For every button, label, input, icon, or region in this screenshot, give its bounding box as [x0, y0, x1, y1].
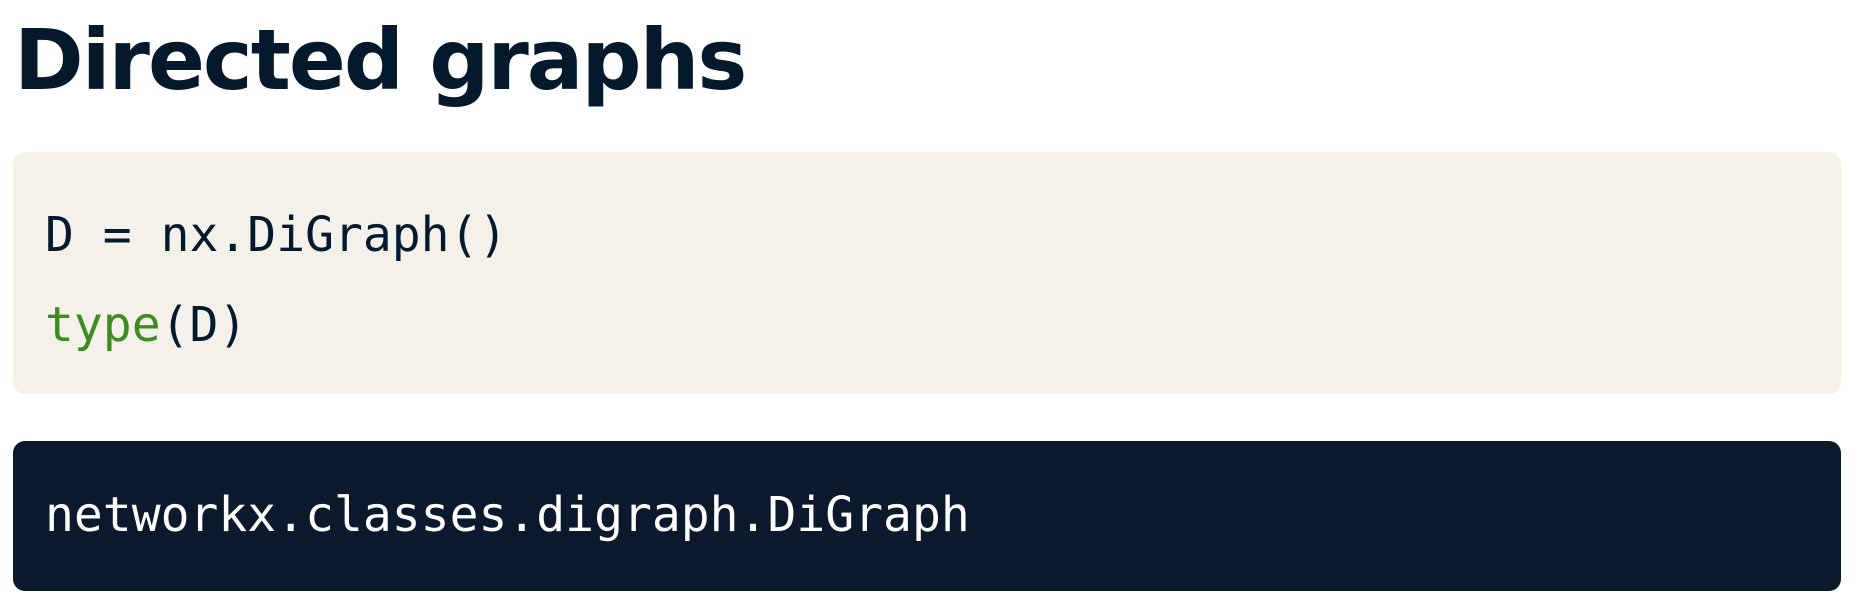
- code-line-assignment: D = nx.DiGraph(): [45, 207, 508, 263]
- code-line-type-call: type(D): [45, 280, 1841, 370]
- type-call-arguments: (D): [160, 297, 248, 353]
- page-title: Directed graphs: [14, 11, 747, 109]
- output-line-result: networkx.classes.digraph.DiGraph: [45, 487, 970, 543]
- builtin-type-keyword: type: [45, 297, 161, 353]
- code-output-block: networkx.classes.digraph.DiGraph: [13, 441, 1841, 591]
- code-input-block: D = nx.DiGraph() type(D): [13, 152, 1841, 394]
